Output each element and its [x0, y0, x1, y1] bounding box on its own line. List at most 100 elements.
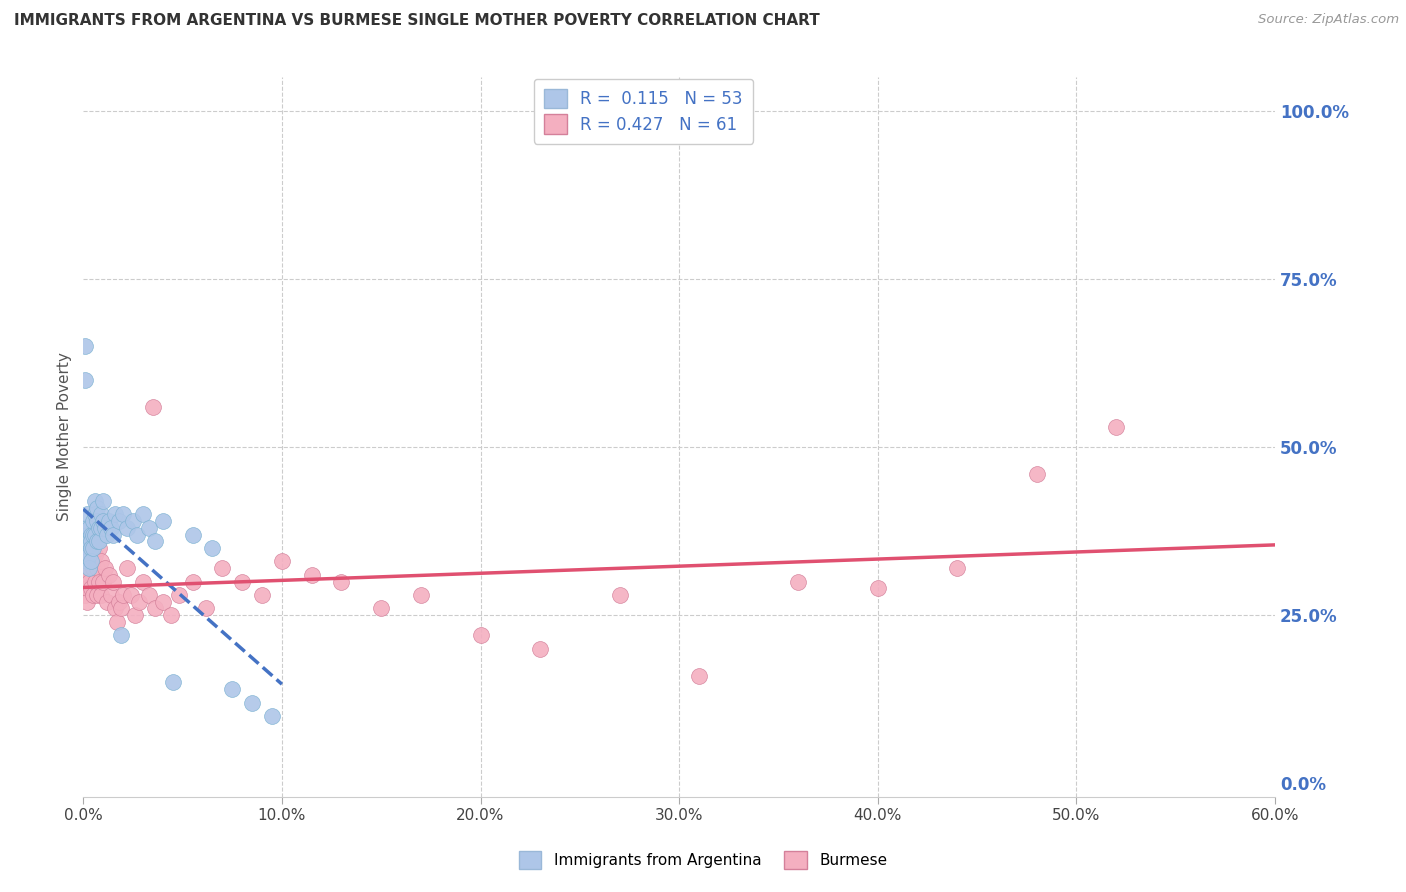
Point: [211, 561, 233, 575]
Point: [125, 527, 148, 541]
Point: [75, 521, 97, 535]
Point: [80, 527, 103, 541]
Point: [96, 595, 118, 609]
Point: [115, 561, 138, 575]
Point: [89, 534, 111, 549]
Point: [75, 541, 97, 555]
Point: [84, 548, 107, 562]
Point: [470, 628, 492, 642]
Point: [120, 588, 142, 602]
Point: [152, 595, 174, 609]
Point: [76, 582, 98, 596]
Point: [80, 554, 103, 568]
Point: [76, 508, 98, 522]
Point: [82, 541, 104, 555]
Point: [128, 595, 150, 609]
Point: [89, 574, 111, 589]
Point: [96, 527, 118, 541]
Point: [162, 675, 184, 690]
Point: [80, 541, 103, 555]
Point: [84, 508, 107, 522]
Point: [529, 641, 551, 656]
Point: [86, 514, 108, 528]
Point: [122, 514, 145, 528]
Point: [270, 554, 292, 568]
Point: [104, 601, 127, 615]
Point: [250, 588, 273, 602]
Point: [75, 561, 97, 575]
Point: [240, 696, 263, 710]
Point: [167, 588, 190, 602]
Point: [143, 601, 166, 615]
Point: [866, 582, 889, 596]
Text: IMMIGRANTS FROM ARGENTINA VS BURMESE SINGLE MOTHER POVERTY CORRELATION CHART: IMMIGRANTS FROM ARGENTINA VS BURMESE SIN…: [14, 13, 820, 29]
Point: [89, 541, 111, 555]
Point: [115, 521, 138, 535]
Point: [181, 574, 204, 589]
Point: [138, 588, 160, 602]
Point: [80, 582, 103, 596]
Point: [82, 561, 104, 575]
Point: [77, 561, 100, 575]
Point: [101, 527, 124, 541]
Point: [1025, 467, 1047, 481]
Point: [108, 514, 131, 528]
Point: [108, 595, 131, 609]
Legend: R =  0.115   N = 53, R = 0.427   N = 61: R = 0.115 N = 53, R = 0.427 N = 61: [534, 78, 754, 144]
Point: [91, 514, 114, 528]
Point: [370, 601, 392, 615]
Point: [86, 500, 108, 515]
Point: [90, 554, 112, 568]
Point: [946, 561, 969, 575]
Point: [330, 574, 353, 589]
Point: [101, 574, 124, 589]
Point: [787, 574, 810, 589]
Point: [80, 541, 103, 555]
Point: [609, 588, 631, 602]
Point: [77, 574, 100, 589]
Text: Source: ZipAtlas.com: Source: ZipAtlas.com: [1258, 13, 1399, 27]
Point: [86, 588, 108, 602]
Point: [132, 574, 155, 589]
Point: [80, 534, 103, 549]
Point: [76, 554, 98, 568]
Point: [76, 527, 98, 541]
Point: [77, 521, 100, 535]
Point: [75, 373, 97, 387]
Point: [260, 709, 283, 723]
Point: [231, 574, 253, 589]
Point: [124, 608, 146, 623]
Point: [98, 567, 121, 582]
Point: [110, 628, 132, 642]
Point: [82, 588, 104, 602]
Point: [77, 554, 100, 568]
Point: [91, 494, 114, 508]
Point: [77, 548, 100, 562]
Point: [76, 567, 98, 582]
Point: [84, 527, 107, 541]
Point: [104, 508, 127, 522]
Point: [110, 601, 132, 615]
Point: [159, 608, 181, 623]
Point: [91, 574, 114, 589]
Point: [77, 534, 100, 549]
Point: [105, 615, 128, 629]
Point: [100, 521, 122, 535]
Point: [94, 561, 117, 575]
Point: [201, 541, 224, 555]
Point: [111, 588, 134, 602]
Point: [86, 534, 108, 549]
Legend: Immigrants from Argentina, Burmese: Immigrants from Argentina, Burmese: [512, 845, 894, 875]
Point: [132, 508, 155, 522]
Point: [409, 588, 432, 602]
Point: [152, 514, 174, 528]
Point: [111, 508, 134, 522]
Point: [142, 400, 165, 414]
Point: [1105, 420, 1128, 434]
Point: [75, 339, 97, 353]
Point: [86, 561, 108, 575]
Point: [82, 527, 104, 541]
Point: [138, 521, 160, 535]
Point: [90, 588, 112, 602]
Point: [84, 574, 107, 589]
